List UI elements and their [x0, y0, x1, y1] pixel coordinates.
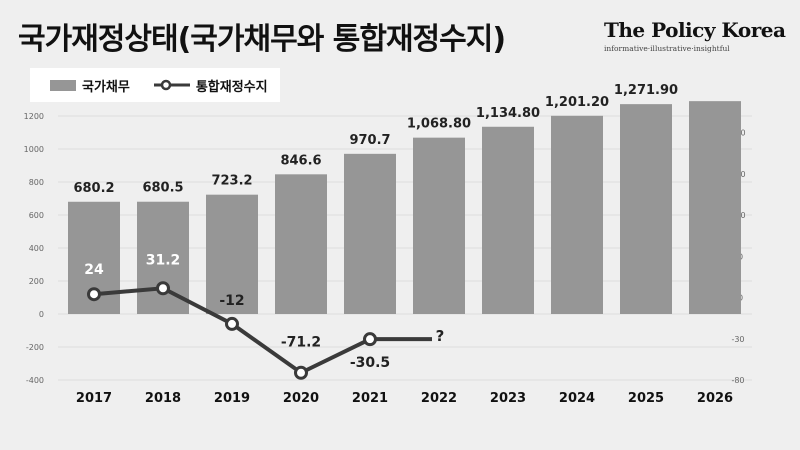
y-left-tick-label: 200 [29, 277, 44, 286]
chart-title: 국가재정상태(국가채무와 통합재정수지) [18, 22, 506, 57]
bar-data-label: 846.6 [280, 153, 321, 168]
y-left-tick-label: 400 [29, 244, 44, 253]
x-tick-label: 2020 [283, 391, 319, 406]
y-right-tick-label: -30 [731, 335, 744, 344]
bar-data-label: 723.2 [211, 174, 252, 189]
legend-bar-swatch [50, 79, 76, 91]
bar-2023 [482, 126, 534, 315]
y-left-tick-label: 800 [29, 178, 44, 187]
legend: 국가채무 통합재정수지 [30, 68, 280, 102]
brand-logo: The Policy Korea informative·illustrativ… [604, 18, 786, 53]
bar-2022 [413, 137, 465, 314]
balance-data-label: -30.5 [350, 355, 390, 371]
y-left-tick-label: 0 [39, 310, 44, 319]
bar-data-label: 1,134.80 [476, 106, 540, 121]
balance-unknown-label: ? [436, 327, 445, 345]
x-tick-label: 2021 [352, 391, 388, 406]
bar-data-label: 1,068.80 [407, 117, 471, 132]
y-right-tick-label: -80 [731, 376, 744, 385]
x-tick-label: 2025 [628, 391, 664, 406]
balance-point [294, 365, 308, 380]
x-tick-label: 2017 [76, 391, 112, 406]
balance-point [156, 281, 170, 296]
y-left-tick-label: -200 [26, 343, 44, 352]
legend-line-swatch [153, 79, 190, 91]
y-left-tick-label: 600 [29, 211, 44, 220]
bar-2025 [620, 104, 672, 314]
bar-data-label: 1,271.90 [614, 83, 678, 98]
balance-point [225, 316, 239, 331]
x-tick-label: 2022 [421, 391, 457, 406]
brand-name: The Policy Korea [604, 18, 786, 42]
balance-data-label: 31.2 [146, 252, 181, 268]
x-tick-label: 2018 [145, 391, 181, 406]
x-tick-label: 2024 [559, 391, 595, 406]
balance-point [87, 287, 101, 302]
bar-2020 [275, 174, 327, 314]
x-tick-label: 2026 [697, 391, 733, 406]
bar-2021 [344, 153, 396, 314]
bar-2026 [689, 101, 741, 315]
x-tick-label: 2019 [214, 391, 250, 406]
balance-point [363, 332, 377, 347]
legend-label-debt: 국가채무 [82, 79, 130, 95]
balance-data-label: 24 [84, 262, 104, 278]
bar-2019 [206, 194, 258, 314]
y-left-tick-label: 1000 [24, 145, 44, 154]
bar-data-label: 1,201.20 [545, 95, 609, 110]
legend-label-balance: 통합재정수지 [195, 79, 268, 95]
bar-2024 [551, 115, 603, 314]
brand-tagline: informative·illustrative·insightful [604, 44, 730, 53]
y-left-tick-label: -400 [26, 376, 44, 385]
bar-data-label: 970.7 [349, 133, 390, 148]
x-tick-label: 2023 [490, 391, 526, 406]
bar-data-label: 680.2 [73, 181, 114, 196]
y-left-tick-label: 1200 [24, 112, 44, 121]
balance-data-label: -12 [219, 293, 244, 309]
bar-data-label: 680.5 [142, 181, 183, 196]
balance-data-label: -71.2 [281, 335, 321, 351]
